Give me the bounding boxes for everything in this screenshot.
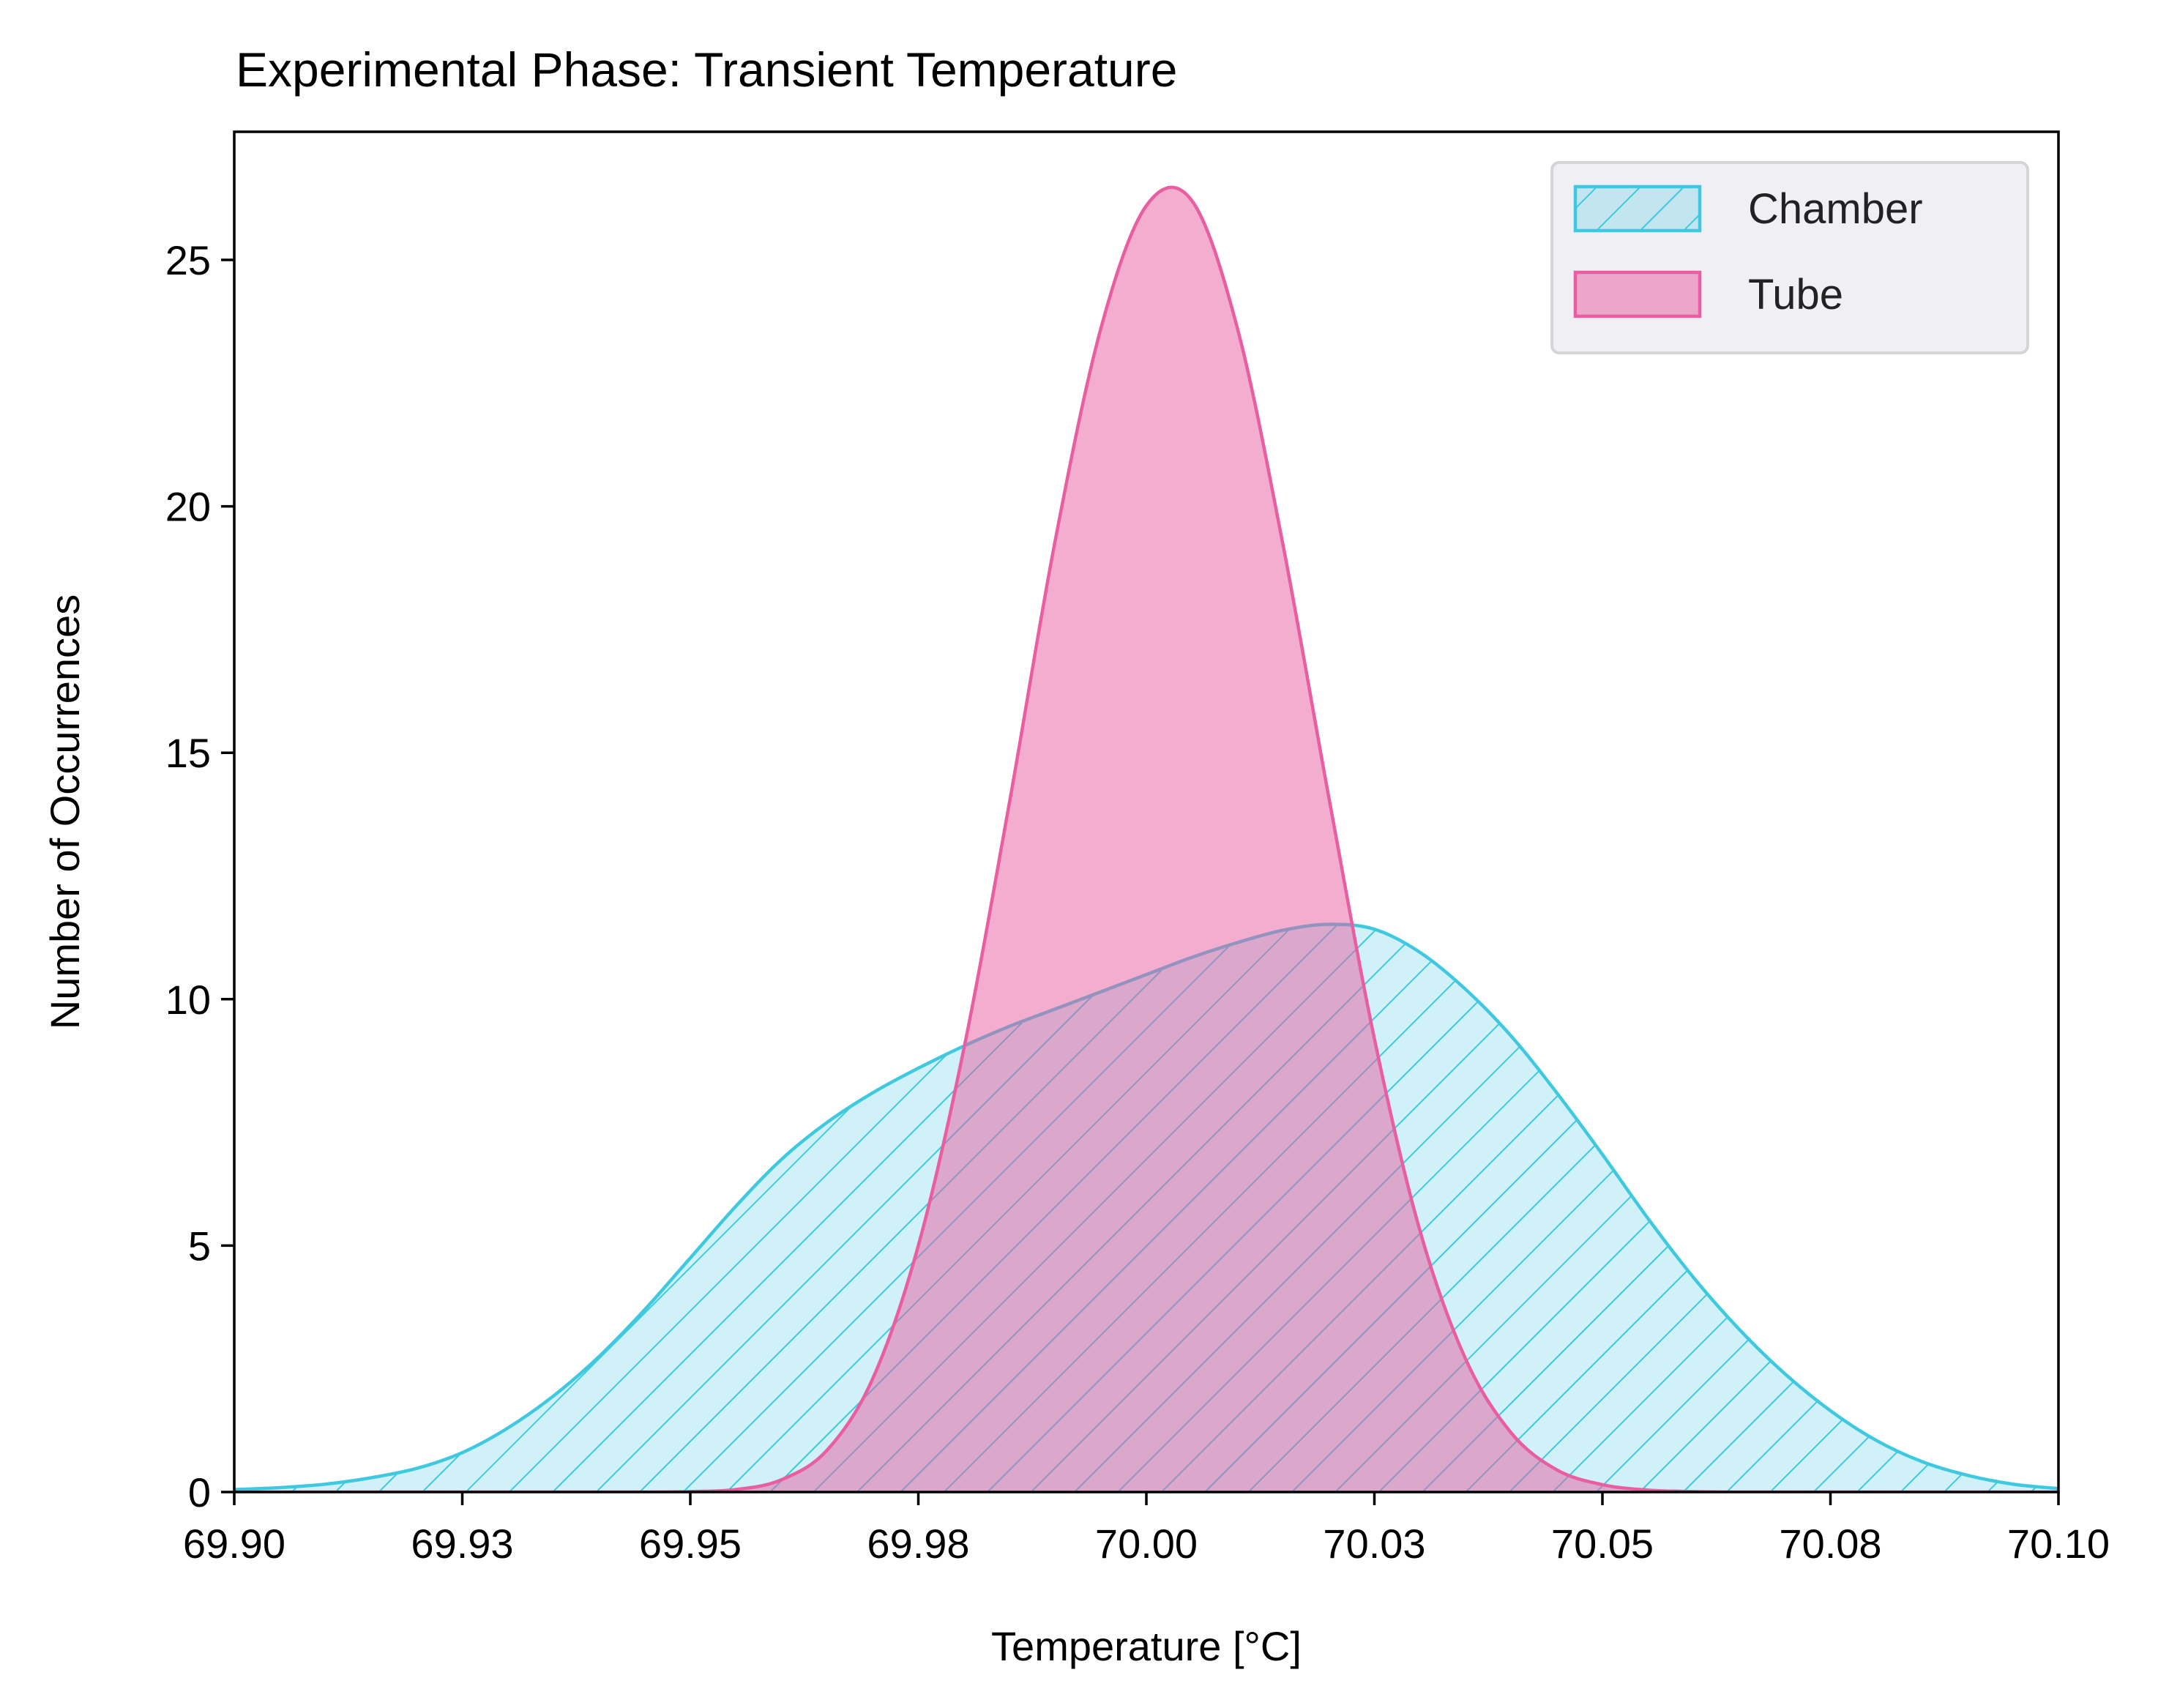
x-tick-label: 69.90 (183, 1521, 285, 1567)
x-tick-label: 69.98 (867, 1521, 969, 1567)
legend-swatch-border-chamber (1573, 184, 1702, 233)
y-tick-label: 20 (165, 484, 211, 530)
x-tick-label: 70.00 (1095, 1521, 1198, 1567)
y-tick-label: 10 (165, 977, 211, 1023)
chart-title: Experimental Phase: Transient Temperatur… (236, 42, 1177, 97)
legend-label-chamber: Chamber (1748, 185, 1923, 233)
y-tick-label: 15 (165, 730, 211, 776)
x-axis: 69.90 69.93 69.95 69.98 70.00 70.03 70.05 70.08… (183, 1492, 2110, 1567)
legend-swatch-hatch-chamber (1575, 187, 1700, 231)
legend: Chamber Tube (1550, 161, 2029, 354)
x-tick-label: 70.03 (1323, 1521, 1425, 1567)
x-tick-label: 69.95 (639, 1521, 742, 1567)
x-tick-label: 70.05 (1551, 1521, 1654, 1567)
series-layer (234, 185, 2058, 1492)
legend-label-tube: Tube (1748, 271, 1843, 318)
y-tick-label: 5 (188, 1223, 211, 1269)
x-tick-label: 70.08 (1779, 1521, 1881, 1567)
y-tick-label: 25 (165, 237, 211, 283)
x-tick-label: 69.93 (411, 1521, 513, 1567)
y-tick-label: 0 (188, 1469, 211, 1515)
legend-swatch-border-tube (1573, 270, 1702, 318)
y-axis: 0 5 10 15 20 25 (165, 237, 234, 1515)
x-axis-label: Temperature [°C] (991, 1623, 1302, 1669)
tube-area (234, 187, 2058, 1492)
legend-swatch-tube (1575, 272, 1700, 316)
y-axis-label: Number of Occurrences (42, 594, 88, 1029)
x-tick-label: 70.10 (2007, 1521, 2110, 1567)
